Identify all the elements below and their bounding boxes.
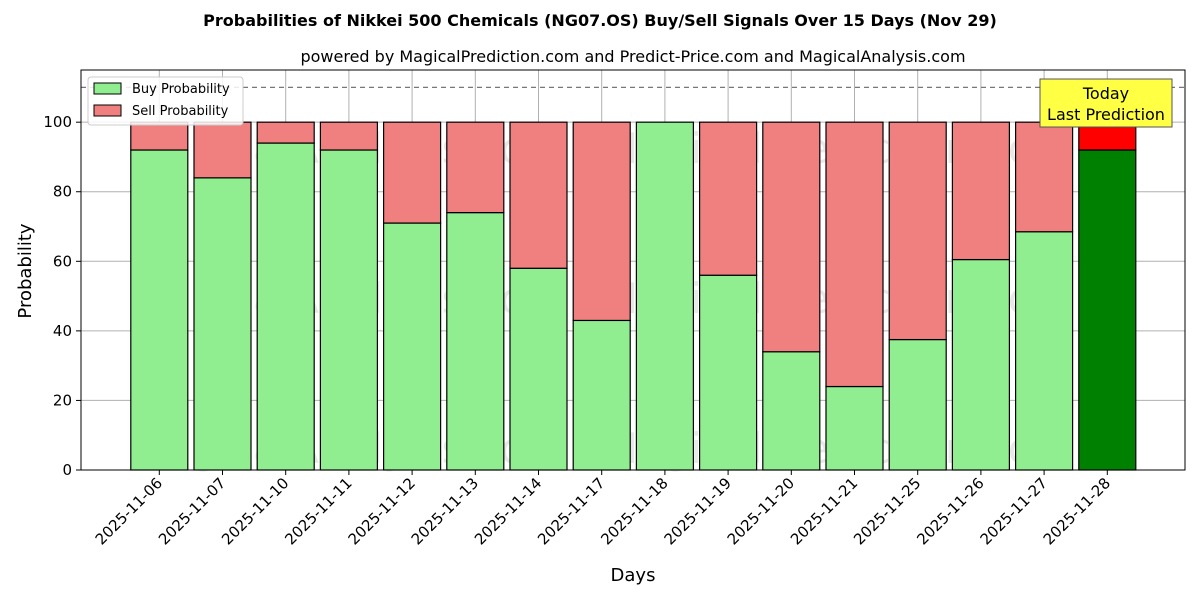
buy-bar bbox=[509, 267, 568, 471]
buy-bar bbox=[446, 212, 505, 471]
legend-swatch-sell bbox=[93, 104, 122, 117]
x-tick-label: 2025-11-21 bbox=[787, 474, 861, 548]
buy-bar bbox=[825, 385, 884, 471]
legend-box bbox=[87, 76, 244, 126]
y-tick-label: 60 bbox=[53, 252, 72, 270]
plot-frame bbox=[80, 69, 1186, 471]
buy-bar bbox=[951, 258, 1011, 471]
sell-bar bbox=[130, 121, 189, 151]
legend-label-buy: Buy Probability bbox=[132, 82, 230, 97]
buy-bar bbox=[698, 274, 758, 471]
x-tick-label: 2025-11-18 bbox=[597, 474, 671, 548]
legend-label-sell: Sell Probability bbox=[132, 104, 229, 119]
plot-area: MagicalAnalysis.comMagicalPrediction.com… bbox=[43, 69, 1186, 548]
x-axis-label: Days bbox=[611, 565, 656, 586]
sell-bar bbox=[319, 121, 378, 151]
x-tick-label: 2025-11-28 bbox=[1040, 474, 1114, 548]
sell-bar bbox=[762, 121, 821, 353]
chart-subtitle: powered by MagicalPrediction.com and Pre… bbox=[300, 47, 965, 66]
today-annotation: Today Last Prediction bbox=[1039, 78, 1173, 128]
x-tick-label: 2025-11-10 bbox=[218, 474, 292, 548]
chart-title: Probabilities of Nikkei 500 Chemicals (N… bbox=[203, 11, 997, 30]
x-tick-label: 2025-11-20 bbox=[724, 474, 798, 548]
x-tick-label: 2025-11-26 bbox=[913, 474, 987, 548]
y-tick-label: 40 bbox=[53, 322, 72, 340]
x-tick-label: 2025-11-12 bbox=[345, 474, 419, 548]
buy-bar bbox=[256, 142, 315, 471]
buy-bar bbox=[888, 338, 947, 471]
sell-bar bbox=[572, 121, 631, 322]
x-tick-label: 2025-11-13 bbox=[408, 474, 482, 548]
buy-bar bbox=[572, 319, 631, 471]
y-tick-label: 20 bbox=[53, 391, 72, 409]
legend-swatch-buy bbox=[93, 82, 122, 95]
legend: Buy Probability Sell Probability bbox=[87, 76, 244, 126]
y-axis-label: Probability bbox=[15, 223, 36, 318]
x-tick-label: 2025-11-14 bbox=[471, 474, 545, 548]
buy-bar bbox=[635, 121, 695, 471]
annotation-line-1: Today bbox=[1082, 84, 1129, 103]
buy-bar bbox=[130, 149, 189, 471]
x-tick-label: 2025-11-19 bbox=[661, 474, 735, 548]
y-tick-label: 80 bbox=[53, 183, 72, 201]
sell-bar bbox=[509, 121, 568, 269]
x-tick-label: 2025-11-07 bbox=[155, 474, 229, 548]
buy-bar bbox=[383, 222, 442, 471]
y-tick-label: 100 bbox=[43, 113, 72, 131]
sell-bar bbox=[256, 121, 315, 144]
sell-bar bbox=[698, 121, 758, 276]
x-tick-label: 2025-11-17 bbox=[534, 474, 608, 548]
sell-bar bbox=[951, 121, 1011, 261]
buy-bar bbox=[1014, 231, 1074, 471]
annotation-box bbox=[1039, 78, 1173, 128]
annotation-line-2: Last Prediction bbox=[1047, 105, 1165, 124]
buy-bar bbox=[1078, 149, 1137, 471]
x-tick-label: 2025-11-06 bbox=[92, 474, 166, 548]
sell-bar bbox=[383, 121, 442, 224]
buy-bar bbox=[762, 351, 821, 471]
x-tick-label: 2025-11-25 bbox=[850, 474, 924, 548]
sell-bar bbox=[193, 121, 252, 179]
sell-bar bbox=[888, 121, 947, 341]
y-tick-label: 0 bbox=[62, 461, 72, 479]
sell-bar bbox=[1014, 121, 1074, 233]
sell-bar bbox=[825, 121, 884, 388]
buy-bar bbox=[193, 177, 252, 471]
x-tick-label: 2025-11-11 bbox=[281, 474, 355, 548]
buy-bar bbox=[319, 149, 378, 471]
x-tick-label: 2025-11-27 bbox=[977, 474, 1051, 548]
sell-bar bbox=[446, 121, 505, 214]
